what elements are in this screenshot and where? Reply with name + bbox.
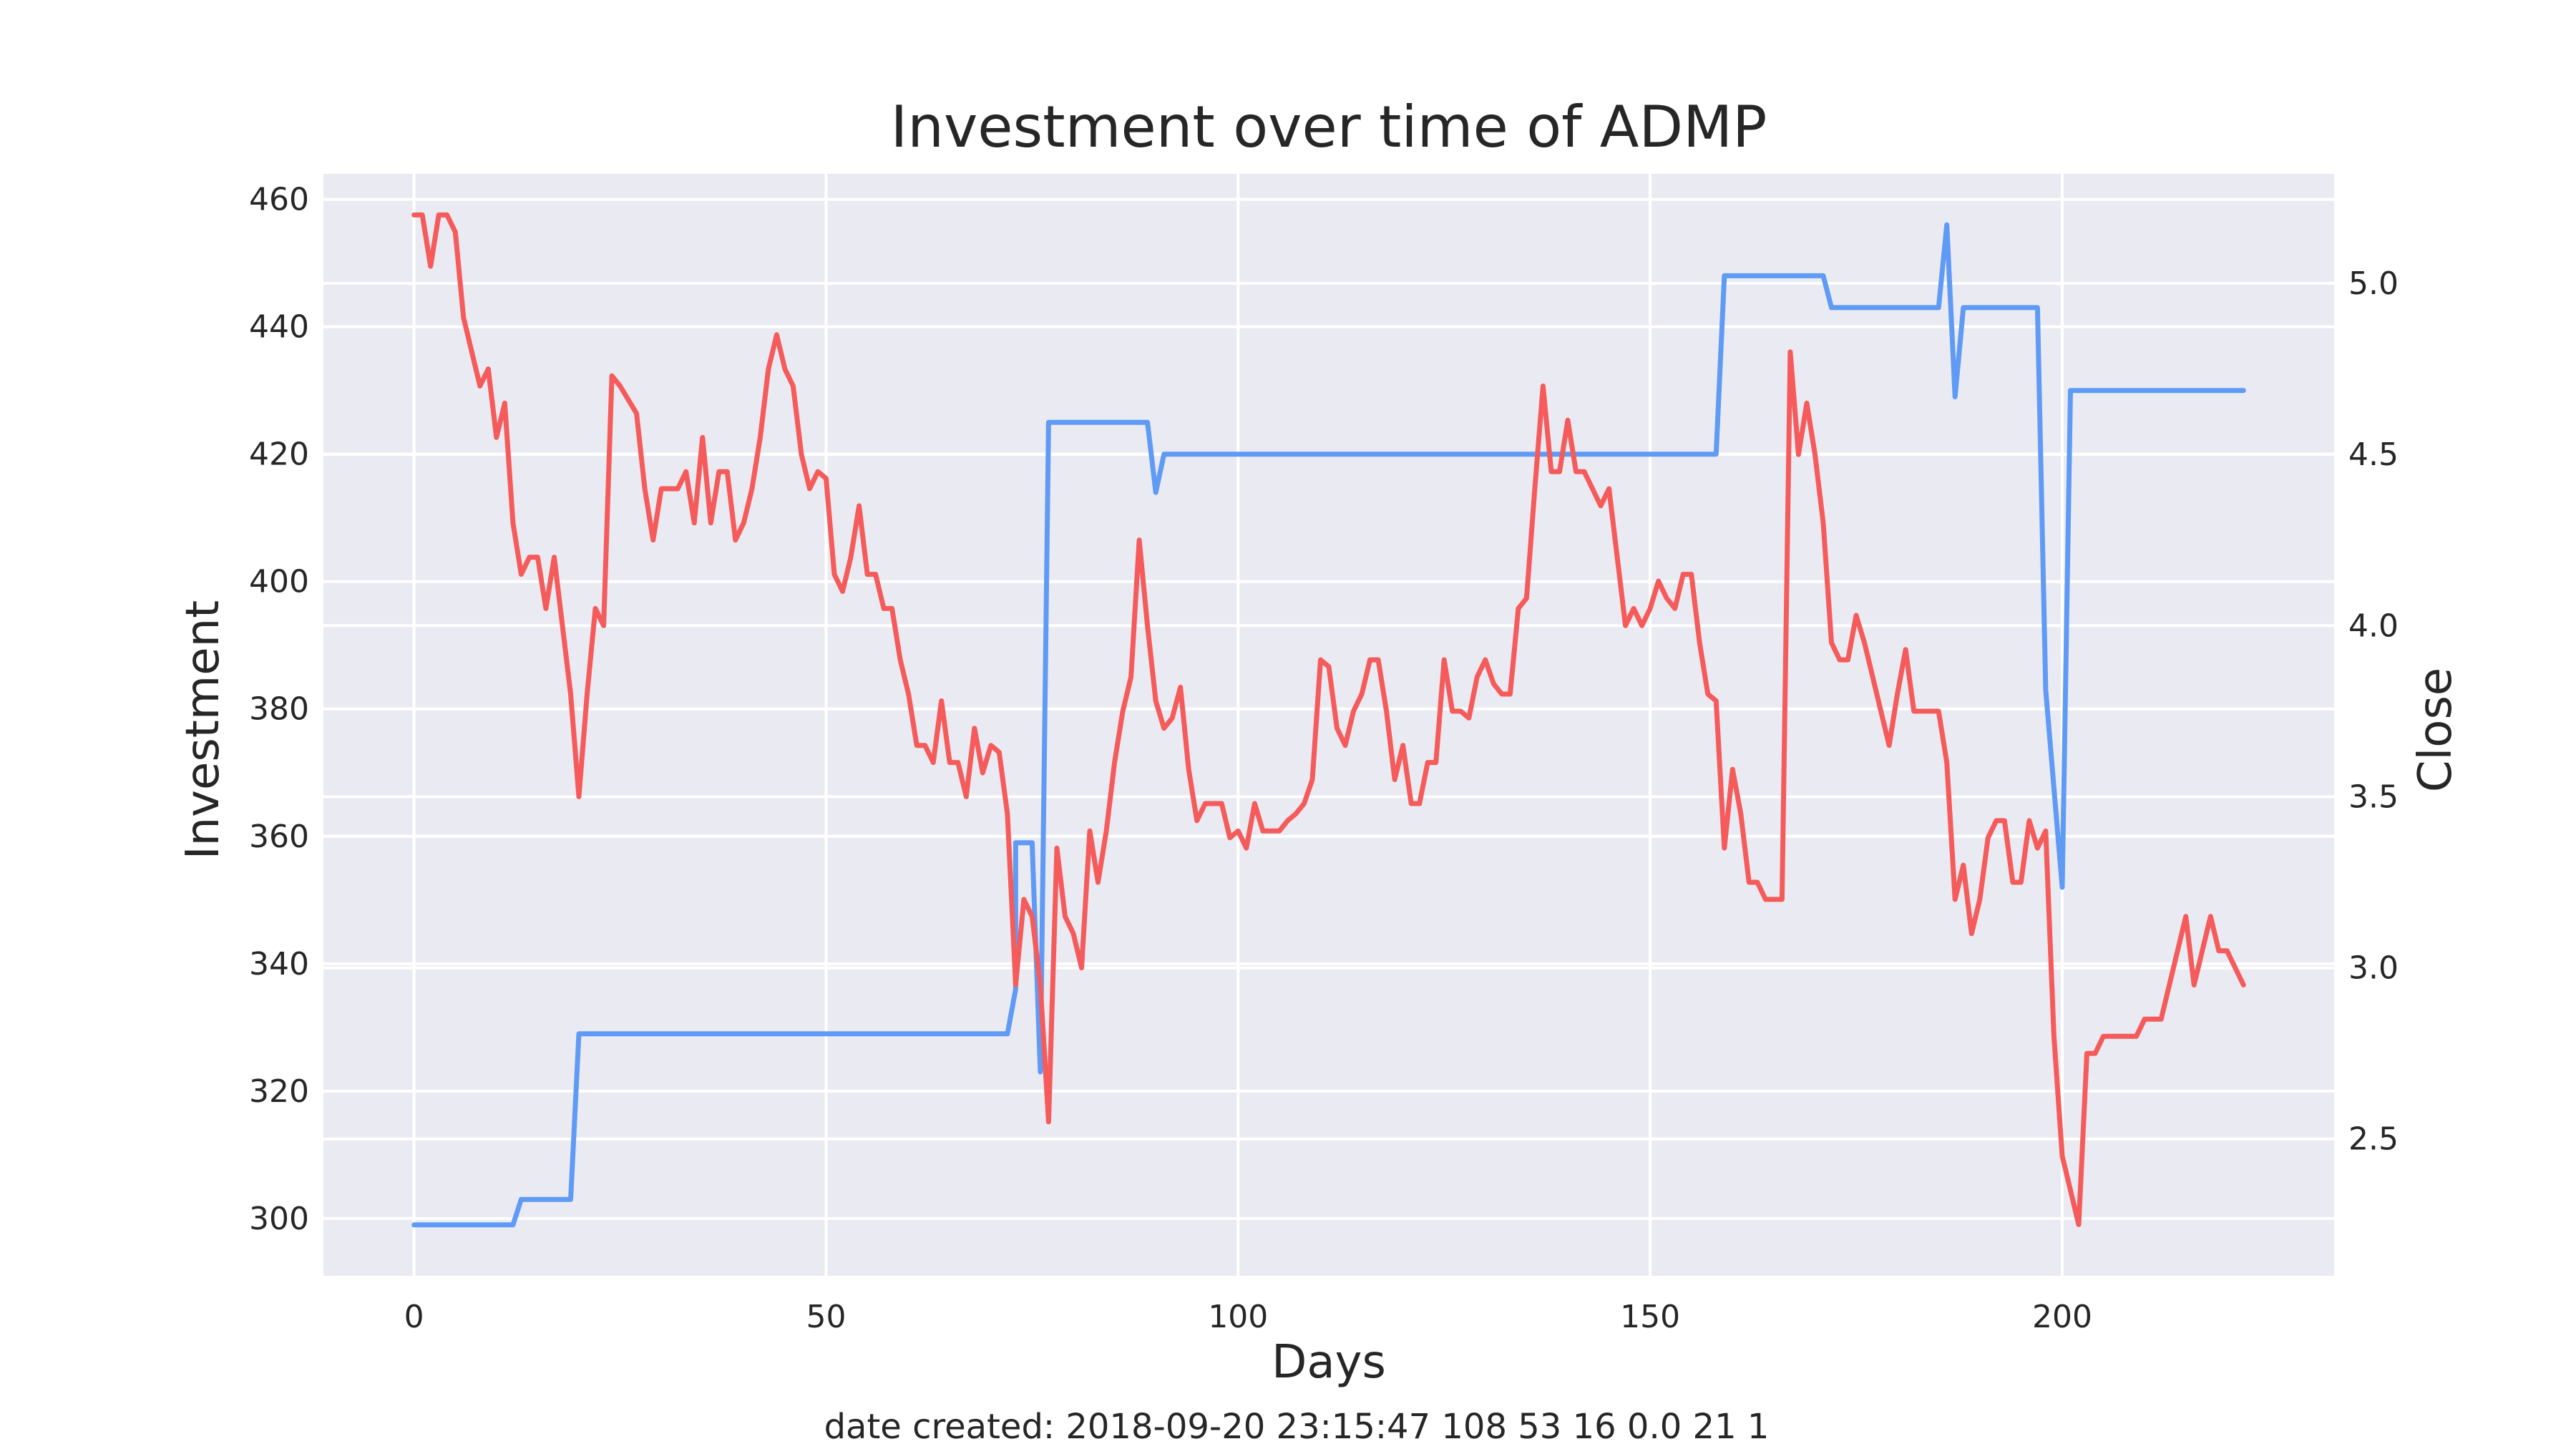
y-tick-label-left: 380 [249, 691, 309, 728]
y-tick-label-left: 440 [249, 309, 309, 346]
x-tick-label: 200 [2032, 1299, 2092, 1335]
y-tick-label-right: 3.0 [2348, 950, 2399, 987]
y-tick-label-right: 3.5 [2348, 779, 2399, 815]
y-tick-labels-left: 300 320 340 360 380 400 420 440 460 [249, 182, 309, 1237]
y-tick-labels-right: 2.5 3.0 3.5 4.0 4.5 5.0 [2348, 265, 2399, 1158]
y-tick-label-left: 360 [249, 819, 309, 855]
plot-background [323, 174, 2334, 1276]
y-tick-label-left: 340 [249, 946, 309, 982]
investment-series-line [411, 222, 2246, 1228]
date-created-footer: date created: 2018-09-20 23:15:47 108 53… [824, 1407, 1770, 1447]
y-tick-label-right: 2.5 [2348, 1121, 2399, 1158]
y-tick-label-left: 300 [249, 1201, 309, 1237]
y-axis-label-right: Close [2409, 668, 2462, 792]
x-axis-label: Days [1272, 1336, 1386, 1389]
y-tick-label-left: 420 [249, 436, 309, 473]
x-tick-label: 0 [404, 1299, 424, 1335]
x-tick-labels: 0 50 100 150 200 [404, 1299, 2092, 1335]
grid-lines [323, 174, 2334, 1276]
x-tick-label: 50 [806, 1299, 847, 1335]
y-tick-label-right: 4.5 [2348, 436, 2399, 473]
close-series-line [411, 212, 2246, 1227]
y-tick-label-right: 5.0 [2348, 265, 2399, 302]
y-axis-label-left: Investment [177, 600, 230, 860]
series-layer [411, 212, 2246, 1228]
y-tick-label-right: 4.0 [2348, 608, 2399, 644]
x-tick-label: 100 [1208, 1299, 1268, 1335]
chart-title: Investment over time of ADMP [891, 94, 1767, 160]
y-tick-label-left: 460 [249, 182, 309, 218]
y-tick-label-left: 320 [249, 1073, 309, 1110]
y-tick-label-left: 400 [249, 564, 309, 600]
x-tick-label: 150 [1620, 1299, 1680, 1335]
